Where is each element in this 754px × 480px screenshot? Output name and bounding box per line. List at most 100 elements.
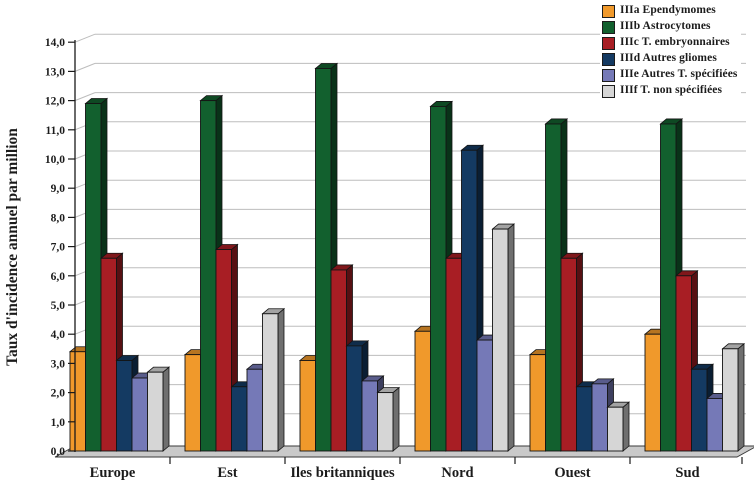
bar-side-face [507, 223, 515, 452]
y-tick-label: 8,0 [51, 212, 66, 224]
legend-swatch [602, 52, 615, 66]
x-category-label: Sud [675, 465, 699, 480]
bar-front-face [675, 275, 692, 452]
bar-front-face [299, 360, 316, 452]
bar-front-face [644, 333, 661, 452]
bar-group-3 [298, 62, 401, 452]
legend-label: IIIa Ependymomes [620, 4, 716, 17]
bar-front-face [377, 392, 394, 452]
bar-front-face [545, 123, 562, 452]
legend-item: IIIa Ependymomes [602, 3, 738, 19]
bar-side-face [622, 401, 630, 452]
bar-front-face [660, 123, 677, 452]
bar-front-face [346, 345, 363, 452]
y-tick-label: 13,0 [45, 66, 65, 78]
bar-front-face [560, 257, 577, 452]
bar [721, 342, 746, 452]
bar-group-1 [68, 97, 171, 452]
bar-front-face [231, 386, 248, 452]
axes: 0,0 1,0 2,0 3,0 4,0 5,0 6,0 7,0 8,0 9,0 10,0 11,0 12… [45, 37, 743, 480]
legend-swatch [602, 20, 615, 34]
y-tick-label: 12,0 [45, 96, 65, 108]
bar-front-face [116, 360, 133, 452]
x-category-label: Ouest [554, 465, 590, 480]
bar-group-6 [643, 118, 746, 452]
bar-front-face [591, 383, 608, 452]
bar-side-face [392, 386, 400, 452]
bar-front-face [607, 406, 624, 452]
y-tick-label: 14,0 [45, 37, 65, 49]
legend-swatch [602, 4, 615, 18]
y-tick-label: 4,0 [51, 329, 66, 341]
x-category-label: Nord [441, 465, 473, 480]
y-tick-label: 6,0 [51, 271, 66, 283]
bar-group-5 [528, 118, 631, 452]
bar-side-face [277, 307, 285, 452]
bar-front-face [529, 354, 546, 452]
bar-front-face [315, 68, 332, 452]
bar-front-face [100, 257, 117, 452]
bar-side-face [737, 342, 745, 452]
y-axis-title: Taux d'incidence annuel par million [4, 128, 21, 366]
bar-front-face [200, 100, 217, 452]
bar-front-face [691, 368, 708, 452]
bar-front-face [330, 269, 347, 452]
bar-front-face [147, 371, 164, 452]
y-tick-label: 1,0 [51, 417, 66, 429]
bar [261, 307, 286, 452]
bar [491, 223, 516, 452]
legend-swatch [602, 84, 615, 98]
legend-label: IIIb Astrocytomes [620, 20, 711, 33]
legend-label: IIIe Autres T. spécifiées [620, 68, 738, 81]
bar [606, 401, 631, 452]
legend-item: IIIe Autres T. spécifiées [602, 67, 738, 83]
bar-front-face [246, 368, 263, 452]
bar [376, 386, 401, 452]
bar-front-face [184, 354, 201, 452]
bar-front-face [492, 228, 509, 452]
legend-swatch [602, 68, 615, 82]
y-tick-label: 10,0 [45, 154, 65, 166]
y-tick-label: 11,0 [46, 125, 66, 137]
bar-front-face [361, 380, 378, 452]
bar-front-face [722, 348, 739, 452]
bar [146, 366, 171, 452]
legend-item: IIIc T. embryonnaires [602, 35, 738, 51]
y-tick-label: 0,0 [51, 446, 66, 458]
y-tick-label: 2,0 [51, 388, 66, 400]
bar-group-2 [183, 94, 286, 452]
x-category-label: Europe [90, 465, 136, 480]
bar-side-face [162, 366, 170, 452]
legend-label: IIIf T. non spécifiées [620, 84, 723, 97]
legend-swatch [602, 36, 615, 50]
bar-front-face [131, 377, 148, 452]
y-tick-label: 9,0 [51, 183, 66, 195]
bars [68, 62, 746, 452]
bar-front-face [706, 397, 723, 452]
bar-front-face [85, 103, 102, 452]
gridline-diagonal [74, 62, 96, 72]
bar-group-4 [413, 100, 516, 452]
x-category-label: Iles britanniques [290, 465, 395, 480]
legend-label: IIId Autres gliomes [620, 52, 717, 65]
bar-front-face [461, 149, 478, 452]
legend-item: IIId Autres gliomes [602, 51, 738, 67]
legend: IIIa Ependymomes IIIb Astrocytomes IIIc T.… [600, 2, 741, 102]
y-tick-label: 7,0 [51, 242, 66, 254]
legend-label: IIIc T. embryonnaires [620, 36, 730, 49]
bar-front-face [430, 105, 447, 452]
y-tick-label: 3,0 [51, 358, 66, 370]
x-category-label: Est [217, 465, 237, 480]
bar-front-face [476, 339, 493, 452]
legend-item: IIIf T. non spécifiées [602, 83, 738, 99]
bar-front-face [69, 351, 86, 452]
legend-item: IIIb Astrocytomes [602, 19, 738, 35]
gridline-diagonal [74, 33, 96, 43]
bar-front-face [445, 257, 462, 452]
bar-front-face [414, 330, 431, 452]
bar-front-face [576, 386, 593, 452]
gridline-diagonal [74, 92, 96, 102]
y-tick-label: 5,0 [51, 300, 66, 312]
